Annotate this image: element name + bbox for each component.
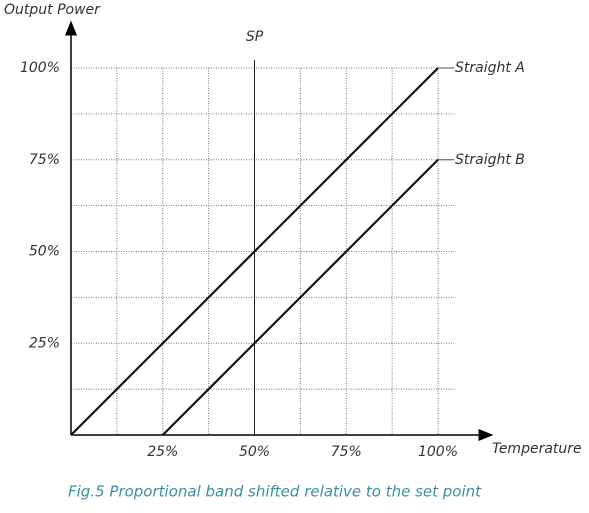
x-tick-label: 50% bbox=[239, 444, 270, 460]
x-tick-label: 25% bbox=[147, 444, 178, 460]
x-tick-label: 100% bbox=[418, 444, 458, 460]
y-tick-label: 50% bbox=[29, 244, 60, 260]
x-axis-label: Temperature bbox=[492, 441, 582, 457]
y-axis-label: Output Power bbox=[4, 2, 101, 18]
series-line bbox=[161, 158, 439, 436]
set-point-label: SP bbox=[246, 29, 264, 45]
caption: Fig.5 Proportional band shifted relative… bbox=[68, 483, 482, 501]
y-tick-label: 100% bbox=[20, 60, 60, 76]
x-tick-label: 75% bbox=[331, 444, 362, 460]
y-tick-label: 75% bbox=[29, 152, 60, 168]
series-line bbox=[70, 67, 439, 436]
series-label: Straight A bbox=[455, 60, 525, 76]
series-label: Straight B bbox=[455, 152, 525, 168]
y-tick-label: 25% bbox=[29, 335, 60, 351]
